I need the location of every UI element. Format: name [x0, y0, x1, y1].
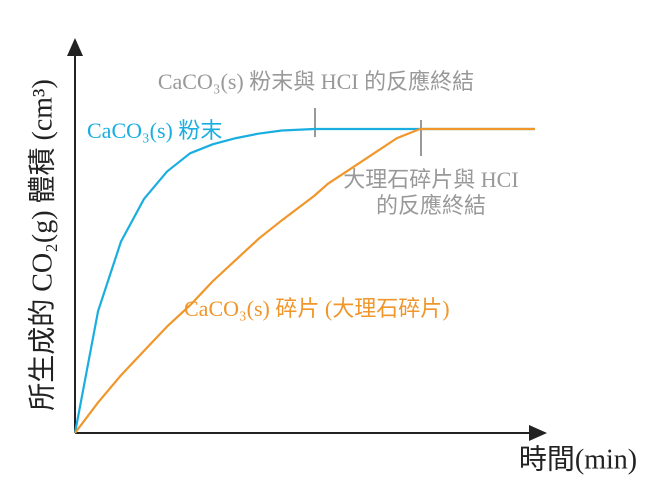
x-axis-label: 時間(min) [519, 443, 637, 475]
series-label: CaCO₃(s) 粉末 [87, 118, 222, 143]
annotation: 的反應終結 [376, 193, 486, 218]
annotation: 大理石碎片與 HCI [343, 167, 518, 192]
annotation: CaCO₃(s) 粉末與 HCI 的反應終結 [158, 69, 474, 94]
series-label: CaCO₃(s) 碎片 (大理石碎片) [184, 296, 450, 321]
series-line [74, 127, 535, 434]
y-axis-label: 所生成的 CO₂(g) 體積 (cm³) [26, 79, 58, 411]
